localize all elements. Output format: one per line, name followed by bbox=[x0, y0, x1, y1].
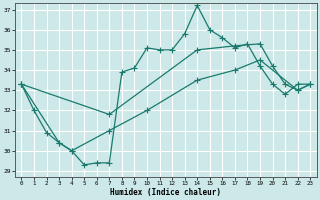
X-axis label: Humidex (Indice chaleur): Humidex (Indice chaleur) bbox=[110, 188, 221, 197]
